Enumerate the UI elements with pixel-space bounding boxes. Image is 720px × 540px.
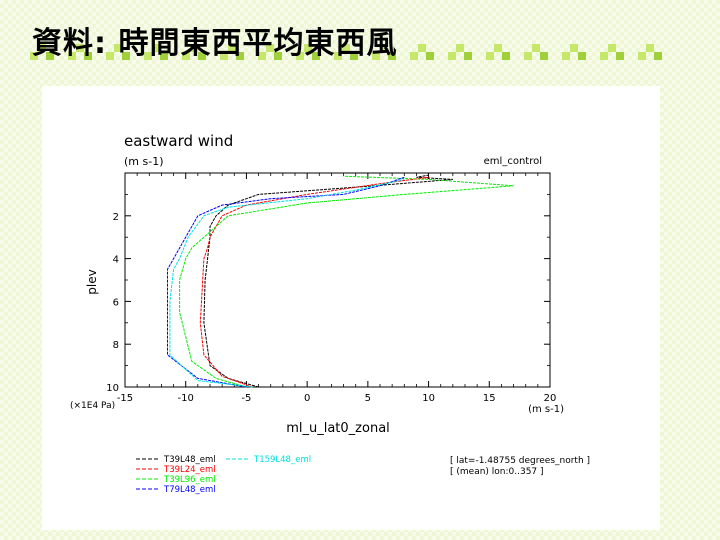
legend-label: T159L48_eml (253, 455, 311, 465)
deco-square (494, 44, 502, 52)
legend: T39L48_emlT39L24_emlT39L96_emlT79L48_eml… (136, 455, 311, 495)
y-scale-label: (×1E4 Pa) (70, 401, 115, 411)
figure-panel: eastward wind (m s-1) eml_control -15 -10… (42, 86, 660, 530)
y-tick-label: 10 (106, 383, 119, 394)
x-tick-label: -10 (178, 393, 194, 404)
series-line (169, 178, 405, 388)
deco-square (532, 44, 540, 52)
y-tick-label: 2 (113, 212, 119, 223)
chart-units: (m s-1) (124, 155, 164, 168)
longitude-note: [ (mean) lon:0..357 ] (450, 467, 544, 477)
legend-label: T39L24_eml (163, 465, 216, 475)
series-line (199, 176, 429, 388)
line-chart: eastward wind (m s-1) eml_control -15 -10… (70, 132, 590, 495)
deco-square (578, 52, 586, 60)
series-line (179, 175, 514, 388)
series-lines (167, 174, 514, 388)
deco-square (608, 44, 616, 52)
axis-ticks (124, 173, 551, 388)
deco-square (638, 52, 646, 60)
y-tick-label: 8 (113, 340, 119, 351)
series-line (167, 176, 405, 388)
y-tick-label: 4 (113, 255, 119, 266)
deco-square (448, 52, 456, 60)
deco-square (486, 52, 494, 60)
x-tick-label: -15 (117, 393, 133, 404)
deco-square (562, 52, 570, 60)
deco-square (616, 52, 624, 60)
deco-square (502, 52, 510, 60)
legend-label: T39L96_eml (163, 475, 216, 485)
y-axis-label: plev (85, 269, 99, 294)
legend-label: T39L48_eml (163, 455, 216, 465)
deco-square (426, 52, 434, 60)
deco-square (646, 44, 654, 52)
tick-labels: -15 -10 -5 0 5 10 15 20 2 4 6 8 10 (106, 212, 556, 404)
y-tick-label: 6 (113, 297, 119, 308)
x-units-label: (m s-1) (528, 404, 564, 415)
deco-square (600, 52, 608, 60)
deco-square (410, 52, 418, 60)
deco-square (456, 44, 464, 52)
x-tick-label: 15 (483, 393, 496, 404)
experiment-label: eml_control (484, 156, 542, 167)
x-tick-label: 0 (304, 393, 310, 404)
plot-frame (124, 172, 551, 388)
x-axis-label: ml_u_lat0_zonal (286, 421, 390, 436)
x-tick-label: -5 (241, 393, 251, 404)
deco-square (464, 52, 472, 60)
x-tick-label: 5 (365, 393, 371, 404)
series-line (203, 174, 453, 388)
deco-square (540, 52, 548, 60)
deco-square (570, 44, 578, 52)
latitude-note: [ lat=-1.48755 degrees_north ] (450, 456, 590, 466)
x-tick-label: 10 (422, 393, 435, 404)
deco-square (524, 52, 532, 60)
x-tick-label: 20 (544, 393, 557, 404)
slide-title: 資料: 時間東西平均東西風 (32, 26, 398, 61)
legend-label: T79L48_eml (163, 485, 216, 495)
deco-square (418, 44, 426, 52)
chart-title: eastward wind (124, 132, 233, 150)
deco-square (654, 52, 662, 60)
